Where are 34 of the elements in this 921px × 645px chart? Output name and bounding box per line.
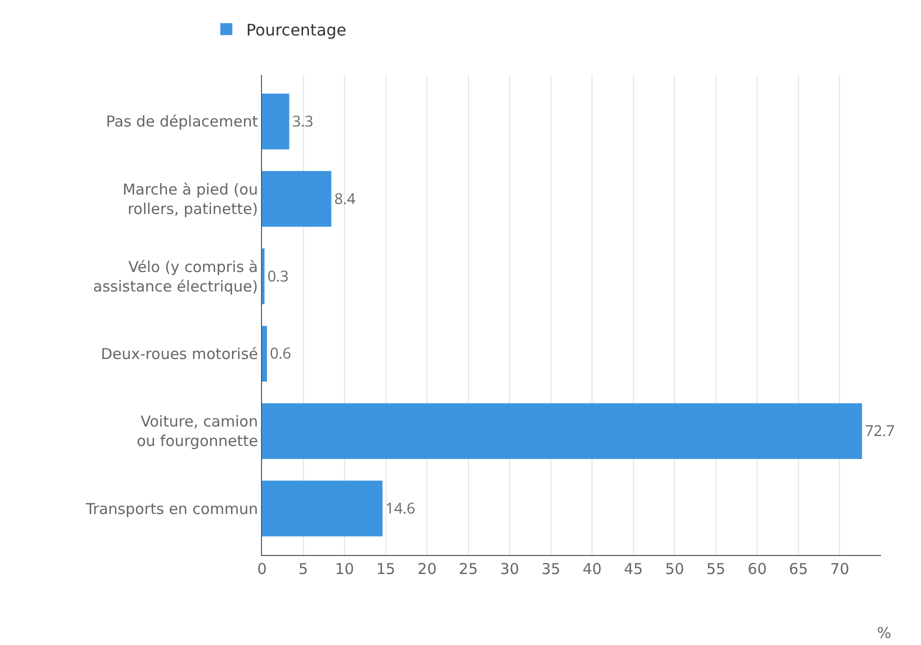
x-tick-label: 40	[582, 560, 602, 578]
data-label: 8.4	[334, 188, 356, 209]
x-tick-label: 50	[665, 560, 684, 578]
data-label: 3.3	[292, 111, 314, 132]
y-tick-label: Vélo (y compris à assistance électrique)	[93, 258, 258, 296]
x-tick-label: 70	[830, 560, 850, 578]
y-tick-label: Transports en commun	[84, 500, 258, 518]
bar	[262, 326, 267, 382]
x-tick-label: 10	[334, 560, 354, 578]
bar	[262, 94, 290, 150]
y-tick-label: Deux-roues motorisé	[100, 344, 258, 363]
x-tick-label: 25	[458, 560, 478, 578]
x-tick-label: 0	[257, 560, 267, 578]
data-label: 0.6	[270, 344, 292, 364]
x-tick-label: 45	[624, 560, 643, 578]
data-label: 72.7	[865, 421, 895, 442]
x-tick-label: 55	[706, 560, 726, 578]
data-label: 0.3	[267, 266, 289, 286]
x-tick-label: 20	[418, 560, 437, 578]
x-tick-label: 60	[748, 560, 767, 578]
x-tick-label: 15	[376, 560, 396, 578]
y-tick-label: Marche à pied (ou rollers, patinette)	[122, 180, 258, 218]
data-label: 14.6	[386, 498, 416, 519]
x-tick-label: 65	[788, 560, 808, 578]
bar	[262, 403, 862, 459]
y-tick-label: Pas de déplacement	[106, 112, 258, 131]
x-tick-label: 35	[541, 560, 560, 578]
bar	[262, 171, 332, 227]
x-axis-title: %	[877, 624, 892, 642]
bar	[262, 480, 382, 536]
legend-label: Pourcentage	[246, 20, 346, 40]
y-tick-label: Voiture, camion ou fourgonnette	[136, 412, 258, 450]
x-tick-label: 30	[500, 560, 520, 578]
x-tick-label: 5	[298, 560, 308, 578]
